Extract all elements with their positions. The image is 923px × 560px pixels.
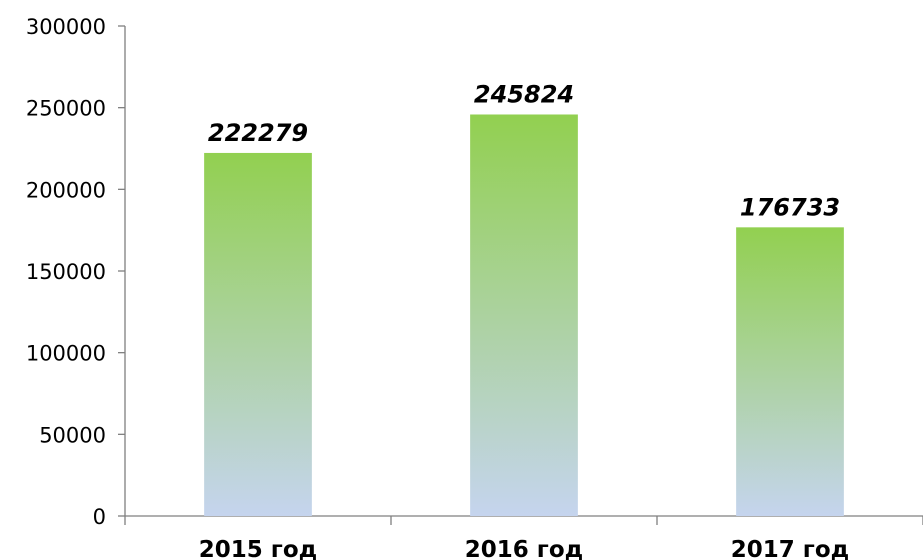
bar xyxy=(204,152,312,516)
y-tick-label: 200000 xyxy=(26,178,106,202)
y-axis: 0 50000 100000 150000 200000 250000 300000 xyxy=(26,15,126,529)
bar xyxy=(470,114,578,517)
data-labels: 222279 245824 176733 xyxy=(208,80,840,221)
bar xyxy=(736,227,844,516)
y-tick-label: 300000 xyxy=(26,15,106,39)
y-tick-label: 150000 xyxy=(26,260,106,284)
y-tick-label: 250000 xyxy=(26,97,106,121)
data-label: 245824 xyxy=(474,80,574,108)
y-tick-label: 50000 xyxy=(39,423,106,447)
y-tick-label: 0 xyxy=(93,505,106,529)
x-category-label: 2016 год xyxy=(465,537,583,560)
x-category-label: 2017 год xyxy=(731,537,849,560)
bars xyxy=(204,114,844,517)
x-axis: 2015 год 2016 год 2017 год xyxy=(124,515,923,560)
data-label: 222279 xyxy=(208,119,308,147)
x-category-label: 2015 год xyxy=(199,537,317,560)
data-label: 176733 xyxy=(740,193,840,221)
y-tick-label: 100000 xyxy=(26,342,106,366)
